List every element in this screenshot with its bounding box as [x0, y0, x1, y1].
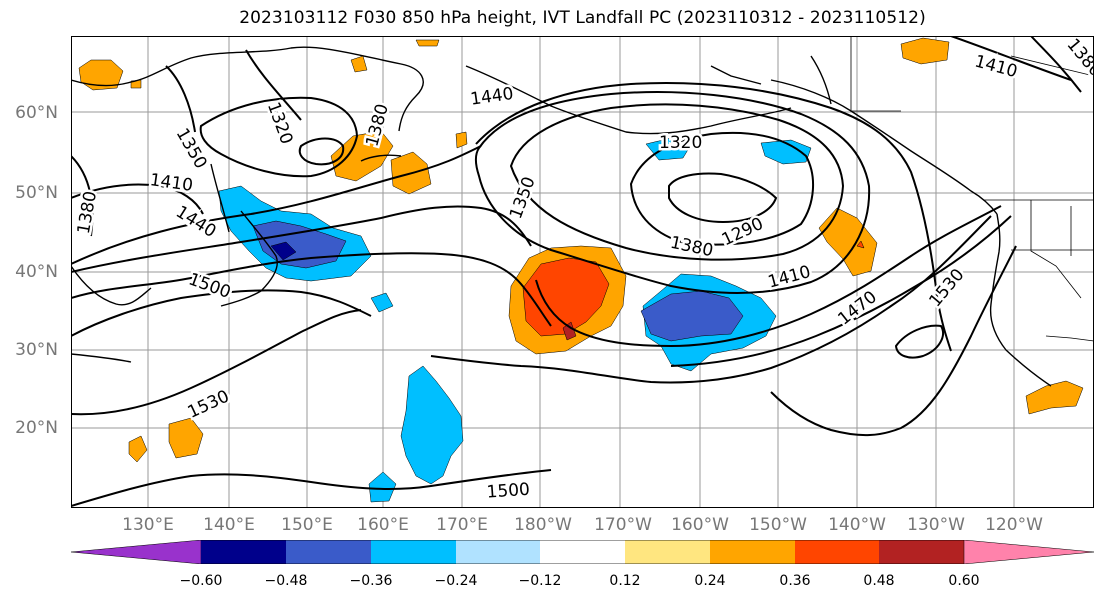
lon-label: 160°W: [671, 515, 729, 535]
western-tropical-positive-blob: [168, 417, 204, 459]
lon-label: 130°W: [907, 515, 965, 535]
contour-1410-nw: [71, 183, 204, 215]
lat-label: 40°N: [15, 262, 58, 282]
contour-label: 1320: [659, 133, 702, 153]
colorbar-tick-label: 0.24: [694, 573, 726, 589]
kamchatka-negative-blob: [645, 137, 690, 161]
northeast-pacific-positive-core: [856, 240, 865, 249]
coastlines: [71, 46, 1052, 387]
lon-label: 180°W: [514, 515, 572, 535]
colorbar-tick-label: 0.12: [609, 573, 641, 589]
japan-negative-deep: [270, 241, 297, 261]
height-contours: [71, 36, 1082, 507]
bering-negative-region: [760, 139, 812, 165]
lon-label: 130°E: [122, 515, 174, 535]
contour-1500-w: [71, 289, 372, 337]
contour-1530: [71, 309, 362, 416]
lon-label: 150°E: [281, 515, 333, 535]
contour-1410-jet: [71, 145, 482, 265]
small-negative-blob-2: [368, 471, 397, 503]
colorbar-tick-label: −0.36: [349, 573, 393, 589]
small-positive-blob-5: [415, 39, 440, 47]
contour-1410-ne: [475, 82, 952, 352]
colorbar-segment: [286, 540, 371, 564]
midpacific-negative-core: [640, 290, 744, 342]
alaska-gulf-positive-blob: [900, 37, 950, 65]
tropical-negative-region: [400, 365, 464, 485]
colorbar-tick-label: 0.48: [863, 573, 895, 589]
colorbar-segment: [201, 540, 286, 564]
colorbar-tick-label: −0.60: [179, 573, 223, 589]
contour-1350-small: [298, 137, 345, 166]
colorbar: [71, 540, 1094, 564]
positive-ivt-shading: [78, 37, 1084, 463]
northeast-pacific-positive-region: [818, 207, 878, 277]
lat-label: 50°N: [15, 183, 58, 203]
contour-1440-jet: [71, 205, 532, 273]
contour-1380: [475, 91, 871, 294]
contour-1320-nw: [245, 49, 302, 121]
colorbar-tick-label: −0.48: [264, 573, 308, 589]
contour-1380-ne2: [1030, 36, 1082, 93]
lat-label: 60°N: [15, 103, 58, 123]
contour-1320: [629, 131, 815, 246]
colorbar-segment: [540, 540, 625, 564]
contour-1530-e: [770, 245, 1017, 437]
colorbar-tick-label: −0.24: [434, 573, 478, 589]
contour-1290: [668, 172, 778, 224]
lon-label: 170°E: [436, 515, 488, 535]
map-title: 2023103112 F030 850 hPa height, IVT Land…: [239, 8, 926, 28]
lon-label: 150°W: [749, 515, 807, 535]
contour-closed-1500: [894, 324, 944, 359]
colorbar-segment: [963, 540, 1094, 564]
lon-label: 120°W: [985, 515, 1043, 535]
contour-1380-nw: [71, 155, 94, 237]
colorbar-segment: [795, 540, 879, 564]
map-panel: 1320 1350 1380 1410 1440 1500 1530 1320 …: [71, 36, 1094, 508]
contour-1410-ne2: [950, 36, 1072, 81]
contour-1500-c: [430, 215, 992, 384]
central-positive-deep: [562, 321, 577, 341]
lat-label: 30°N: [15, 340, 58, 360]
lon-label: 140°W: [828, 515, 886, 535]
colorbar-segment: [456, 540, 540, 564]
colorbar-tick-label: 0.60: [948, 573, 980, 589]
contour-label: 1500: [486, 480, 531, 503]
colorbar-segment: [71, 540, 202, 564]
contour-1440-ne: [535, 205, 1002, 348]
borders: [850, 36, 1094, 342]
colorbar-tick-label: −0.12: [518, 573, 562, 589]
contour-1470: [71, 252, 552, 327]
small-negative-blob-1: [370, 292, 394, 313]
contour-1350: [509, 103, 845, 261]
colorbar-segment: [879, 540, 964, 564]
lon-label: 140°E: [203, 515, 255, 535]
lon-label: 170°W: [594, 515, 652, 535]
lon-label: 160°E: [357, 515, 409, 535]
colorbar-tick-label: 0.36: [779, 573, 811, 589]
contour-1350-nw: [165, 65, 196, 133]
colorbar-segment: [710, 540, 795, 564]
small-positive-blob-1: [128, 435, 148, 463]
lat-label: 20°N: [15, 418, 58, 438]
small-positive-blob-2: [350, 55, 368, 73]
small-positive-blob-3: [455, 131, 468, 149]
contour-1500-s: [71, 469, 552, 507]
colorbar-segment: [371, 540, 456, 564]
colorbar-segment: [625, 540, 710, 564]
contour-1470-e: [670, 215, 1012, 367]
